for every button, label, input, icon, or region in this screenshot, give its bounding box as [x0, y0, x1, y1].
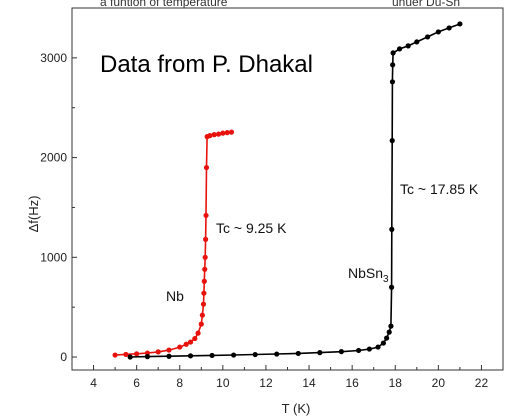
data-point — [231, 352, 237, 358]
data-point — [414, 39, 420, 45]
data-point — [356, 347, 362, 354]
data-point — [187, 353, 194, 359]
x-tick-label: 6 — [133, 376, 140, 390]
x-tick-label: 18 — [389, 376, 403, 390]
x-tick-label: 12 — [259, 376, 273, 390]
data-point — [295, 350, 301, 357]
nb-label: Nb — [166, 288, 184, 304]
data-point — [424, 34, 431, 40]
data-point — [207, 133, 213, 139]
data-point — [201, 290, 207, 296]
data-point — [201, 278, 207, 284]
data-point — [177, 344, 183, 350]
data-point — [224, 130, 230, 136]
data-point — [199, 312, 205, 318]
data-point — [366, 346, 372, 352]
data-point — [195, 330, 201, 336]
data-point — [386, 329, 392, 335]
data-point — [112, 352, 118, 358]
top-strip: a funtion of temperature unuer Du-Sn — [100, 0, 460, 9]
data-point — [203, 236, 209, 242]
data-point — [405, 43, 411, 49]
y-axis-ticks: 0 1000 2000 3000 — [40, 51, 77, 364]
y-tick-label: 3000 — [40, 51, 67, 65]
data-point — [134, 351, 140, 357]
series-nbsn3 — [127, 21, 463, 360]
data-point — [389, 226, 395, 232]
data-point — [252, 351, 258, 358]
x-axis-label: T (K) — [282, 401, 311, 416]
nbsn3-label-main: NbSn — [348, 265, 383, 281]
data-point — [203, 164, 210, 171]
data-point — [166, 353, 172, 359]
data-point — [388, 323, 394, 329]
series-line — [115, 131, 232, 356]
data-point — [384, 335, 390, 341]
data-point — [390, 62, 396, 68]
data-point — [203, 212, 209, 219]
data-point — [144, 354, 151, 360]
data-point — [200, 301, 207, 307]
data-point — [183, 341, 189, 347]
series-nb — [112, 129, 235, 358]
data-point — [274, 351, 280, 357]
data-point — [435, 29, 441, 35]
data-point — [166, 347, 172, 353]
data-point — [396, 46, 403, 52]
data-point — [187, 339, 194, 345]
data-point — [144, 350, 151, 356]
data-point — [215, 131, 222, 137]
data-point — [317, 350, 323, 356]
x-tick-label: 20 — [432, 376, 446, 390]
data-point — [127, 354, 133, 360]
data-point — [209, 352, 215, 359]
data-point — [380, 340, 386, 346]
data-point — [228, 129, 235, 135]
data-point — [457, 21, 463, 27]
data-point — [198, 321, 204, 327]
data-point — [390, 50, 396, 56]
nbsn3-tc-annotation: Tc ~ 17.85 K — [400, 181, 479, 197]
data-point — [388, 284, 395, 290]
x-tick-label: 8 — [176, 376, 183, 390]
data-point — [389, 138, 395, 144]
x-tick-label: 22 — [475, 376, 489, 390]
nbsn3-label: NbSn3 — [348, 265, 389, 285]
source-annotation: Data from P. Dhakal — [100, 51, 313, 78]
x-tick-label: 14 — [302, 376, 316, 390]
data-point — [155, 349, 161, 355]
nb-tc-annotation: Tc ~ 9.25 K — [216, 220, 287, 236]
x-tick-label: 10 — [216, 376, 230, 390]
header-left-text: a funtion of temperature — [100, 0, 228, 9]
data-point — [220, 130, 226, 136]
y-tick-label: 0 — [60, 350, 67, 364]
data-point — [375, 344, 381, 350]
data-point — [192, 335, 198, 342]
x-axis-ticks: 4 6 8 10 12 14 16 18 20 22 — [71, 365, 504, 390]
x-tick-label: 16 — [345, 376, 359, 390]
y-tick-label: 2000 — [40, 151, 67, 165]
data-point — [202, 254, 208, 260]
data-point — [389, 79, 396, 85]
data-point — [123, 351, 129, 358]
y-tick-label: 1000 — [40, 250, 67, 264]
x-tick-label: 4 — [90, 376, 97, 390]
nbsn3-label-sub: 3 — [383, 274, 389, 285]
y-axis-label: Δf(Hz) — [26, 196, 41, 233]
header-right-text: unuer Du-Sn — [392, 0, 460, 9]
data-point — [202, 266, 208, 272]
data-point — [446, 25, 452, 31]
data-point — [211, 132, 217, 138]
data-point — [338, 349, 344, 355]
